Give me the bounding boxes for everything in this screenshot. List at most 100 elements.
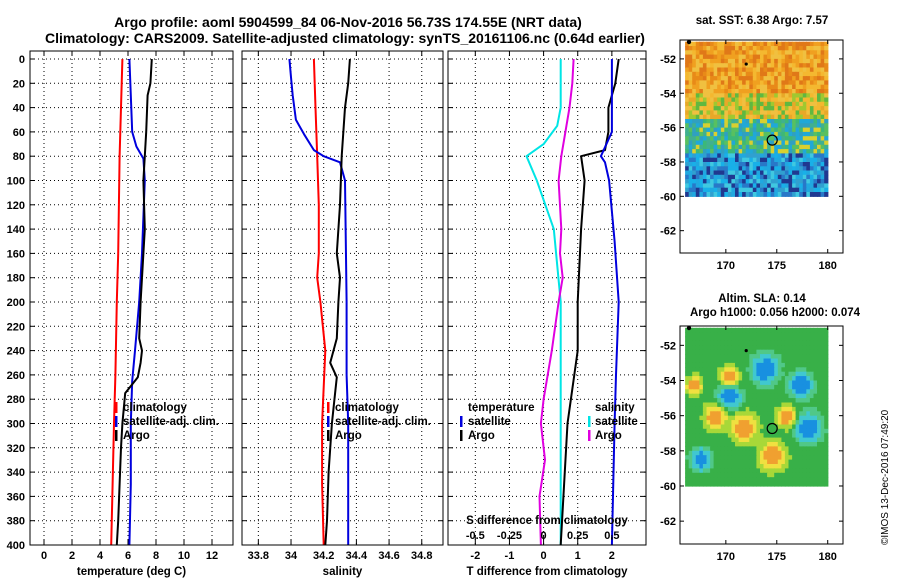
- heatmap-cell: [710, 54, 715, 60]
- x-tick-label: 0: [541, 550, 547, 562]
- heatmap-cell: [795, 459, 800, 465]
- heatmap-cell: [742, 131, 747, 137]
- heatmap-cell: [784, 76, 790, 81]
- heatmap-cell: [767, 411, 772, 417]
- heatmap-cell: [770, 367, 775, 373]
- heatmap-cell: [784, 41, 790, 47]
- heatmap-cell: [702, 472, 708, 478]
- heatmap-cell: [774, 179, 779, 184]
- heatmap-cell: [724, 464, 729, 469]
- heatmap-cell: [742, 67, 747, 73]
- heatmap-cell: [735, 415, 740, 421]
- heatmap-cell: [710, 110, 715, 116]
- heatmap-cell: [777, 136, 782, 142]
- heatmap-cell: [820, 54, 825, 60]
- heatmap-cell: [752, 389, 757, 395]
- heatmap-cell: [777, 76, 782, 81]
- legend-swatch-satellite: [327, 416, 330, 427]
- heatmap-cell: [767, 67, 772, 73]
- heatmap-cell: [710, 101, 715, 107]
- heatmap-cell: [745, 131, 750, 137]
- heatmap-cell: [724, 450, 729, 456]
- heatmap-cell: [749, 464, 754, 469]
- heatmap-cell: [688, 340, 693, 346]
- heatmap-cell: [820, 162, 825, 167]
- heatmap-cell: [702, 380, 708, 386]
- heatmap-cell: [795, 371, 800, 377]
- heatmap-cell: [738, 415, 743, 421]
- heatmap-cell: [710, 376, 715, 382]
- heatmap-cell: [749, 157, 754, 163]
- heatmap-cell: [767, 389, 772, 395]
- argo-position-marker: [766, 422, 778, 435]
- heatmap-cell: [799, 89, 804, 94]
- heatmap-cell: [713, 468, 718, 474]
- heatmap-cell: [742, 450, 747, 456]
- heatmap-cell: [817, 41, 822, 47]
- heatmap-cell: [817, 80, 822, 86]
- heatmap-cell: [799, 468, 804, 474]
- heatmap-cell: [813, 76, 818, 81]
- heatmap-cell: [820, 367, 825, 373]
- heatmap-cell: [802, 179, 807, 184]
- heatmap-cell: [735, 187, 740, 193]
- heatmap-cell: [692, 192, 697, 197]
- heatmap-cell: [752, 420, 757, 426]
- heatmap-cell: [731, 153, 736, 159]
- heatmap-cell: [738, 153, 743, 159]
- heatmap-cell: [710, 153, 715, 159]
- heatmap-cell: [777, 170, 782, 176]
- heatmap-cell: [756, 446, 761, 452]
- heatmap-cell: [756, 46, 761, 51]
- heatmap-cell: [710, 114, 715, 120]
- heatmap-cell: [820, 340, 825, 346]
- heatmap-cell: [735, 384, 740, 390]
- heatmap-cell: [688, 71, 693, 77]
- heatmap-cell: [792, 481, 797, 487]
- heatmap-cell: [788, 345, 793, 351]
- heatmap-cell: [784, 136, 790, 142]
- heatmap-cell: [774, 398, 779, 404]
- heatmap-cell: [702, 93, 708, 99]
- heatmap-cell: [738, 110, 743, 116]
- heatmap-cell: [720, 411, 725, 417]
- heatmap-cell: [774, 67, 779, 73]
- heatmap-cell: [749, 384, 754, 390]
- heatmap-cell: [760, 354, 765, 360]
- heatmap-cell: [756, 136, 761, 142]
- heatmap-cell: [767, 140, 772, 146]
- heatmap-cell: [699, 406, 704, 412]
- y-tick-label: -60: [660, 191, 676, 203]
- heatmap-cell: [724, 411, 729, 417]
- heatmap-cell: [813, 406, 818, 412]
- heatmap-cell: [767, 477, 772, 483]
- heatmap-cell: [809, 433, 815, 439]
- heatmap-cell: [756, 114, 761, 120]
- heatmap-cell: [777, 166, 782, 172]
- heatmap-cell: [809, 183, 815, 189]
- heatmap-cell: [795, 433, 800, 439]
- legend-swatch-argo: [327, 430, 330, 441]
- heatmap-cell: [806, 46, 811, 51]
- heatmap-cell: [824, 84, 829, 90]
- heatmap-cell: [685, 336, 690, 342]
- heatmap-cell: [760, 153, 765, 159]
- heatmap-cell: [702, 183, 708, 189]
- heatmap-cell: [724, 110, 729, 116]
- heatmap-cell: [770, 354, 775, 360]
- heatmap-cell: [702, 153, 708, 159]
- heatmap-cell: [770, 67, 775, 73]
- heatmap-cells: [685, 41, 829, 197]
- heatmap-cell: [702, 149, 708, 154]
- heatmap-cell: [724, 437, 729, 443]
- heatmap-cell: [795, 131, 800, 137]
- heatmap-cell: [745, 433, 750, 439]
- heatmap-cell: [770, 84, 775, 90]
- heatmap-cell: [688, 437, 693, 443]
- heatmap-cell: [770, 192, 775, 197]
- heatmap-cell: [777, 93, 782, 99]
- heatmap-cell: [760, 54, 765, 60]
- y-tick-label: 340: [7, 467, 25, 479]
- heatmap-cell: [724, 362, 729, 368]
- heatmap-cell: [777, 459, 782, 465]
